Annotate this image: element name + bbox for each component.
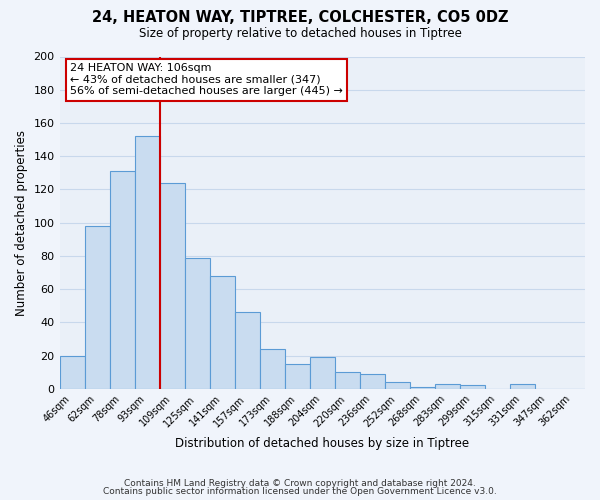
Bar	[510, 384, 535, 389]
Bar	[160, 183, 185, 389]
Bar	[285, 364, 310, 389]
Bar	[335, 372, 360, 389]
Text: 24, HEATON WAY, TIPTREE, COLCHESTER, CO5 0DZ: 24, HEATON WAY, TIPTREE, COLCHESTER, CO5…	[92, 10, 508, 25]
Bar	[460, 386, 485, 389]
Bar	[410, 387, 435, 389]
Text: Contains public sector information licensed under the Open Government Licence v3: Contains public sector information licen…	[103, 487, 497, 496]
Bar	[209, 276, 235, 389]
Bar	[385, 382, 410, 389]
Bar	[360, 374, 385, 389]
Bar	[59, 356, 85, 389]
Text: Contains HM Land Registry data © Crown copyright and database right 2024.: Contains HM Land Registry data © Crown c…	[124, 478, 476, 488]
Text: 24 HEATON WAY: 106sqm
← 43% of detached houses are smaller (347)
56% of semi-det: 24 HEATON WAY: 106sqm ← 43% of detached …	[70, 63, 343, 96]
Bar	[435, 384, 460, 389]
Bar	[134, 136, 160, 389]
Bar	[260, 349, 285, 389]
Bar	[185, 258, 209, 389]
Bar	[110, 171, 134, 389]
Text: Size of property relative to detached houses in Tiptree: Size of property relative to detached ho…	[139, 28, 461, 40]
X-axis label: Distribution of detached houses by size in Tiptree: Distribution of detached houses by size …	[175, 437, 469, 450]
Bar	[235, 312, 260, 389]
Bar	[310, 357, 335, 389]
Bar	[85, 226, 110, 389]
Y-axis label: Number of detached properties: Number of detached properties	[15, 130, 28, 316]
